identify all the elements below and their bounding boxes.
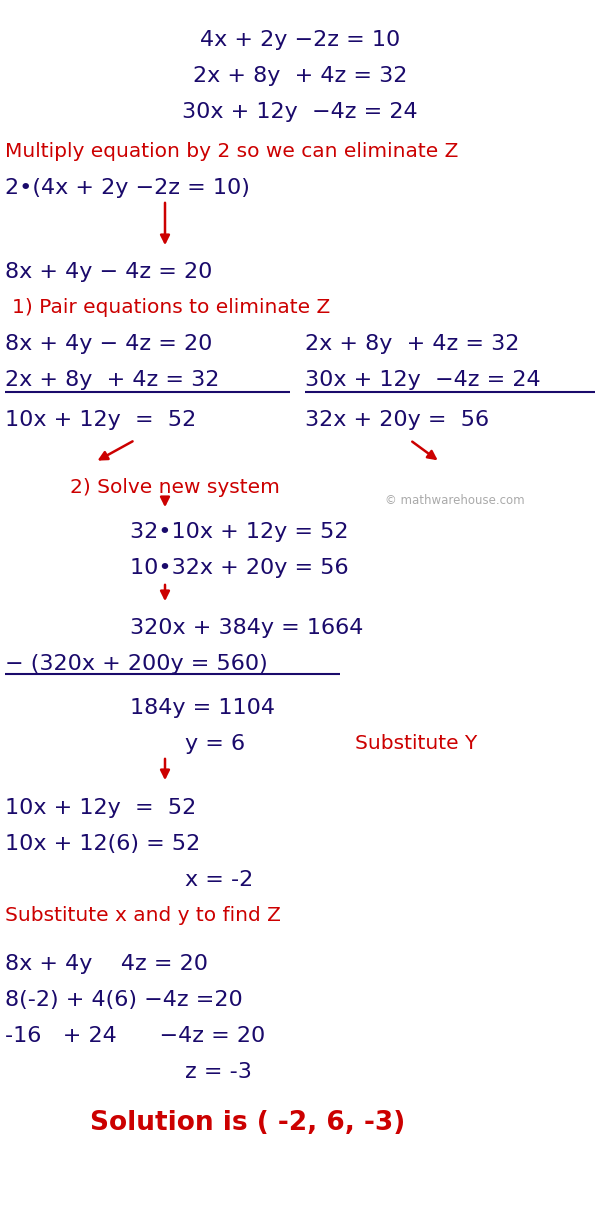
Text: Solution is ( -2, 6, -3): Solution is ( -2, 6, -3) bbox=[90, 1110, 405, 1136]
Text: 320x + 384y = 1664: 320x + 384y = 1664 bbox=[130, 619, 364, 638]
Text: -16   + 24      −4z = 20: -16 + 24 −4z = 20 bbox=[5, 1026, 265, 1046]
Text: 10x + 12(6) = 52: 10x + 12(6) = 52 bbox=[5, 834, 200, 854]
Text: 2) Solve new system: 2) Solve new system bbox=[70, 478, 280, 497]
Text: 184y = 1104: 184y = 1104 bbox=[130, 698, 275, 719]
Text: 2•(4x + 2y −2z = 10): 2•(4x + 2y −2z = 10) bbox=[5, 178, 250, 198]
Text: 2x + 8y  + 4z = 32: 2x + 8y + 4z = 32 bbox=[193, 66, 407, 85]
Text: 8x + 4y    4z = 20: 8x + 4y 4z = 20 bbox=[5, 954, 208, 974]
Text: 10x + 12y  =  52: 10x + 12y = 52 bbox=[5, 798, 196, 817]
Text: 10•32x + 20y = 56: 10•32x + 20y = 56 bbox=[130, 558, 349, 578]
Text: Substitute x and y to find Z: Substitute x and y to find Z bbox=[5, 906, 281, 925]
Text: 32•10x + 12y = 52: 32•10x + 12y = 52 bbox=[130, 522, 349, 542]
Text: 4x + 2y −2z = 10: 4x + 2y −2z = 10 bbox=[200, 30, 400, 50]
Text: 10x + 12y  =  52: 10x + 12y = 52 bbox=[5, 410, 196, 429]
Text: 8(-2) + 4(6) −4z =20: 8(-2) + 4(6) −4z =20 bbox=[5, 989, 243, 1010]
Text: © mathwarehouse.com: © mathwarehouse.com bbox=[385, 494, 525, 508]
Text: − (320x + 200y = 560): − (320x + 200y = 560) bbox=[5, 654, 268, 673]
Text: 1) Pair equations to eliminate Z: 1) Pair equations to eliminate Z bbox=[12, 298, 330, 317]
Text: y = 6: y = 6 bbox=[185, 734, 245, 754]
Text: 30x + 12y  −4z = 24: 30x + 12y −4z = 24 bbox=[182, 102, 418, 122]
Text: 8x + 4y − 4z = 20: 8x + 4y − 4z = 20 bbox=[5, 262, 212, 282]
Text: 8x + 4y − 4z = 20: 8x + 4y − 4z = 20 bbox=[5, 334, 212, 354]
Text: 30x + 12y  −4z = 24: 30x + 12y −4z = 24 bbox=[305, 370, 541, 390]
Text: 32x + 20y =  56: 32x + 20y = 56 bbox=[305, 410, 489, 429]
Text: Substitute Y: Substitute Y bbox=[355, 734, 477, 753]
Text: Multiply equation by 2 so we can eliminate Z: Multiply equation by 2 so we can elimina… bbox=[5, 142, 458, 161]
Text: z = -3: z = -3 bbox=[185, 1061, 252, 1082]
Text: 2x + 8y  + 4z = 32: 2x + 8y + 4z = 32 bbox=[305, 334, 520, 354]
Text: x = -2: x = -2 bbox=[185, 870, 253, 891]
Text: 2x + 8y  + 4z = 32: 2x + 8y + 4z = 32 bbox=[5, 370, 220, 390]
